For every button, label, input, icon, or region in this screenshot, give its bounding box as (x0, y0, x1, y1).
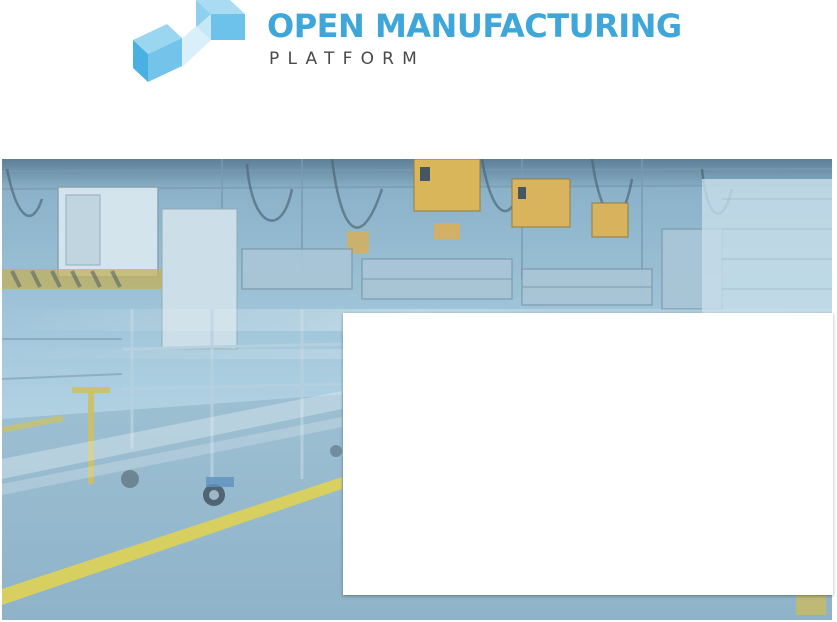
brand-title: OPEN MANUFACTURING (267, 7, 682, 45)
brand-subtitle: PLATFORM (269, 49, 426, 69)
content-card (343, 313, 833, 595)
header: OPEN MANUFACTURING PLATFORM (0, 0, 837, 100)
stacked-cubes-logo-icon (133, 0, 245, 82)
